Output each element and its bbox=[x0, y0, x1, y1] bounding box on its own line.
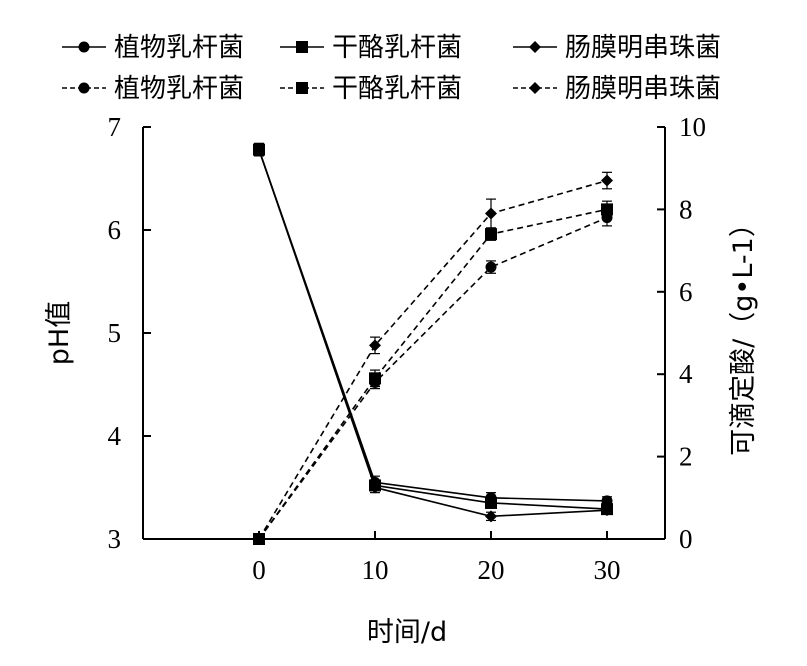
left-y-tick-label: 3 bbox=[108, 524, 122, 554]
x-tick-label: 20 bbox=[478, 555, 505, 585]
left-y-axis-title: pH值 bbox=[44, 301, 75, 365]
series-markers bbox=[253, 143, 613, 545]
legend-label: 植物乳杆菌 bbox=[114, 74, 244, 104]
right-y-tick-label: 6 bbox=[679, 277, 693, 307]
series-line-acid-plantarum bbox=[258, 216, 608, 540]
data-point-ph-mesenteroides bbox=[369, 481, 381, 494]
legend-label: 植物乳杆菌 bbox=[114, 33, 244, 63]
left-y-tick-label: 7 bbox=[108, 112, 122, 142]
right-y-axis-title: 可滴定酸/（g•L-1） bbox=[728, 210, 759, 456]
x-tick-label: 0 bbox=[252, 555, 266, 585]
legend-marker bbox=[296, 41, 308, 53]
series-line-ph-mesenteroides bbox=[258, 149, 608, 518]
x-axis-title: 时间/d bbox=[367, 617, 447, 648]
legend-acid-mesenteroides: 肠膜明串珠菌 bbox=[513, 74, 721, 104]
legend-ph-mesenteroides: 肠膜明串珠菌 bbox=[513, 33, 721, 63]
series-line-acid-mesenteroides bbox=[258, 179, 608, 540]
right-y-tick-label: 4 bbox=[679, 359, 693, 389]
legend-marker bbox=[296, 82, 308, 94]
data-point-ph-casei bbox=[485, 496, 497, 509]
data-point-ph-mesenteroides bbox=[601, 504, 613, 517]
error-bars bbox=[254, 142, 612, 544]
data-point-acid-casei bbox=[601, 203, 613, 216]
right-y-tick-label: 0 bbox=[679, 524, 693, 554]
right-y-tick-label: 2 bbox=[679, 442, 693, 472]
data-point-acid-mesenteroides bbox=[253, 533, 265, 545]
legend-marker bbox=[78, 41, 90, 53]
legend-marker bbox=[529, 41, 541, 53]
data-point-ph-mesenteroides bbox=[253, 143, 265, 156]
legend-marker bbox=[529, 82, 541, 94]
x-tick-label: 10 bbox=[362, 555, 389, 585]
legend-ph-casei: 干酪乳杆菌 bbox=[280, 33, 462, 63]
data-point-acid-mesenteroides bbox=[485, 207, 497, 220]
series-lines bbox=[258, 149, 608, 540]
axes bbox=[142, 127, 666, 540]
left-y-tick-label: 6 bbox=[108, 215, 122, 245]
data-point-acid-mesenteroides bbox=[601, 174, 613, 187]
legend-ph-plantarum: 植物乳杆菌 bbox=[62, 33, 244, 63]
series-line-ph-plantarum bbox=[258, 149, 608, 502]
data-point-acid-casei bbox=[369, 372, 381, 385]
data-point-acid-mesenteroides bbox=[369, 339, 381, 352]
left-y-tick-label: 4 bbox=[108, 421, 122, 451]
legend-label: 干酪乳杆菌 bbox=[332, 33, 462, 63]
series-line-ph-casei bbox=[258, 149, 608, 510]
left-y-tick-label: 5 bbox=[108, 318, 122, 348]
series-line-acid-casei bbox=[258, 208, 608, 540]
data-point-acid-plantarum bbox=[485, 261, 497, 273]
right-y-tick-label: 8 bbox=[679, 194, 693, 224]
legend-label: 肠膜明串珠菌 bbox=[565, 33, 721, 63]
right-y-tick-label: 10 bbox=[679, 112, 706, 142]
legend-label: 肠膜明串珠菌 bbox=[565, 74, 721, 104]
data-point-ph-mesenteroides bbox=[485, 510, 497, 523]
x-tick-label: 30 bbox=[594, 555, 621, 585]
legend-marker bbox=[78, 82, 90, 94]
legend-acid-plantarum: 植物乳杆菌 bbox=[62, 74, 244, 104]
legend-acid-casei: 干酪乳杆菌 bbox=[280, 74, 462, 104]
tick-marks bbox=[143, 126, 665, 540]
legend-label: 干酪乳杆菌 bbox=[332, 74, 462, 104]
tick-labels: 0 10 20 30 3 4 5 6 7 0 2 4 6 8 10 bbox=[108, 112, 707, 585]
data-point-acid-casei bbox=[485, 228, 497, 241]
